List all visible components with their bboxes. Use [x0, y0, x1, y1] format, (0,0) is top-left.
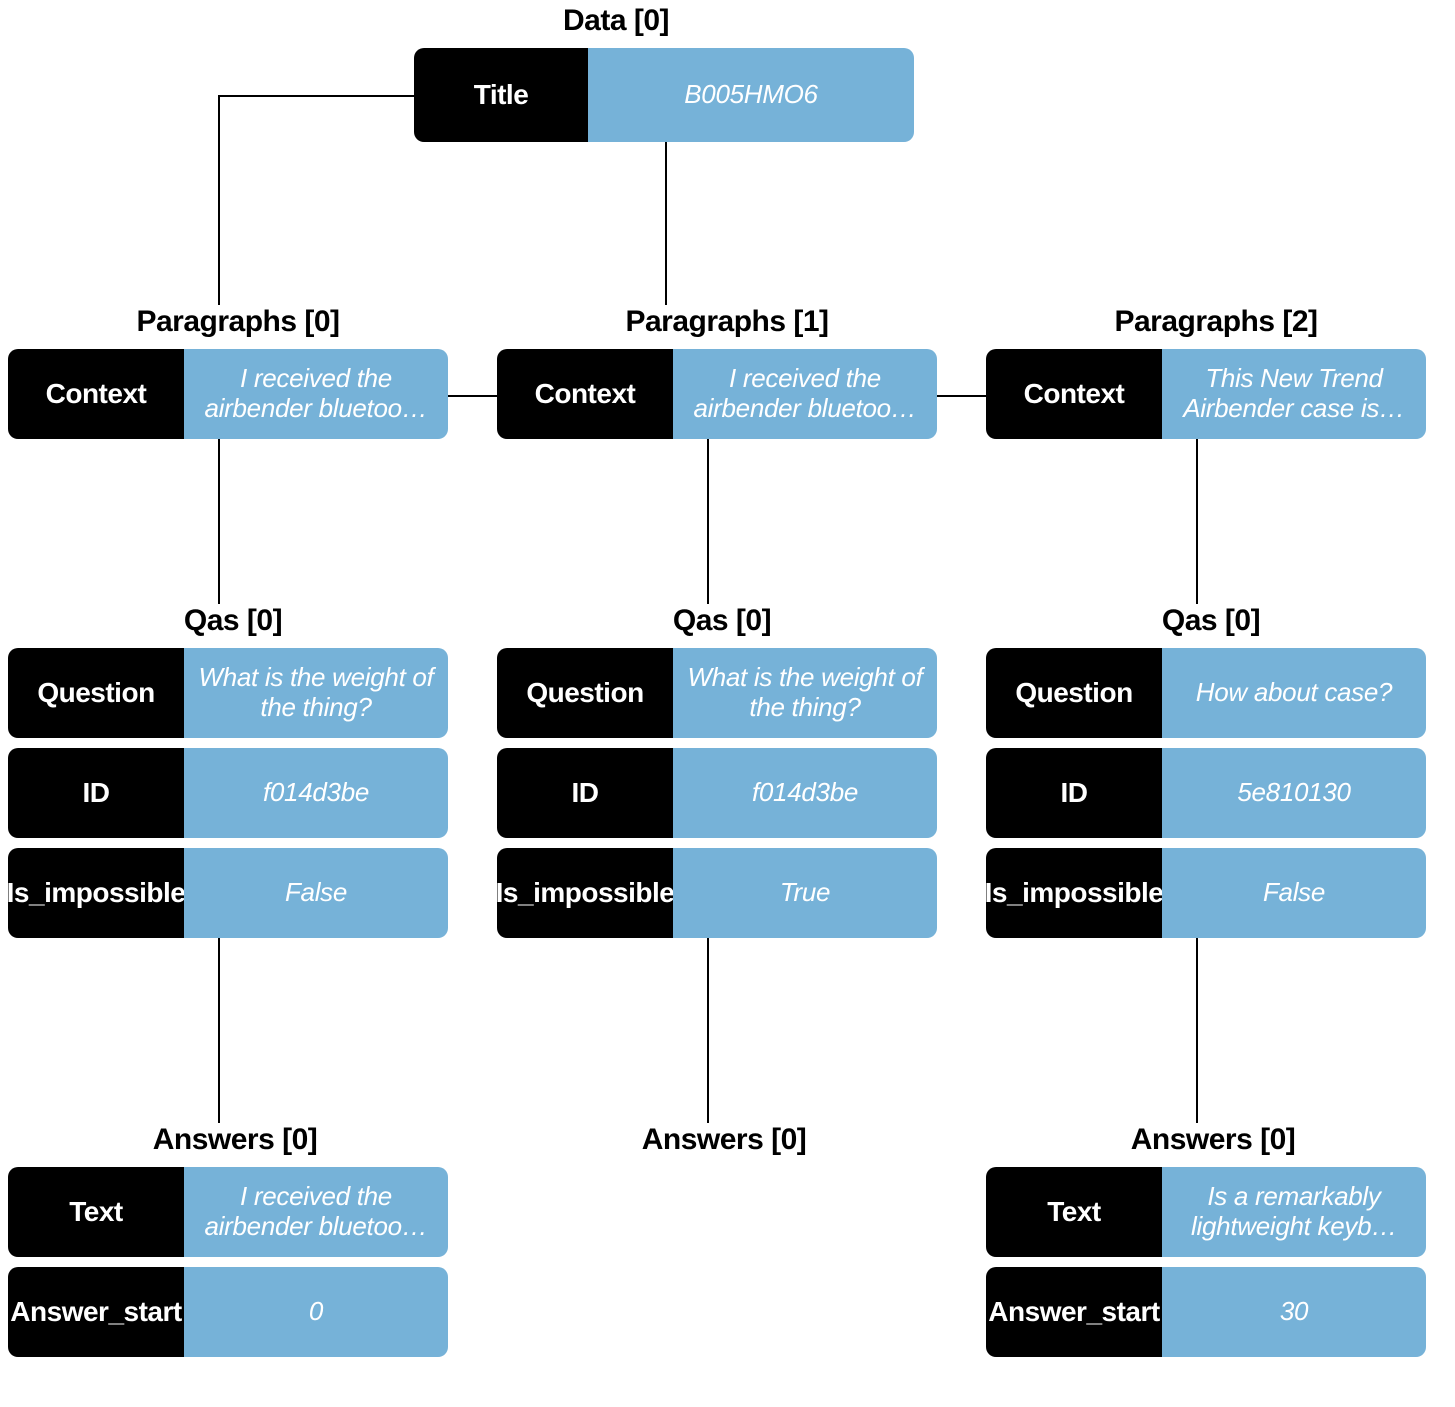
- p0-q-question: Question What is the weight of the thing…: [8, 648, 448, 738]
- p2-context-key: Context: [986, 349, 1162, 439]
- p0-q-id-key: ID: [8, 748, 184, 838]
- conn-root-down: [218, 95, 220, 305]
- p2-context-box: Context This New Trend Airbender case is…: [986, 349, 1426, 439]
- p0-q-question-key: Question: [8, 648, 184, 738]
- p0-ans-text: Text I received the airbender bluetoo…: [8, 1167, 448, 1257]
- p0-ans-text-key: Text: [8, 1167, 184, 1257]
- p0-context-val: I received the airbender bluetoo…: [184, 349, 448, 439]
- p2-ans-text: Text Is a remarkably lightweight keyb…: [986, 1167, 1426, 1257]
- p0-ans-start: Answer_start 0: [8, 1267, 448, 1357]
- p1-q-question-key: Question: [497, 648, 673, 738]
- p1-context-key: Context: [497, 349, 673, 439]
- p2-ans-text-val: Is a remarkably lightweight keyb…: [1162, 1167, 1426, 1257]
- root-val: B005HMO6: [588, 48, 914, 142]
- p0-context-key: Context: [8, 349, 184, 439]
- p0-q-imp-key: Is_impossible: [8, 848, 184, 938]
- p1-q-question: Question What is the weight of the thing…: [497, 648, 937, 738]
- p0-ans-header: Answers [0]: [145, 1123, 325, 1157]
- conn-p2-qas: [1196, 439, 1198, 604]
- p2-q-imp-key: Is_impossible: [986, 848, 1162, 938]
- conn-p2-ans: [1196, 938, 1198, 1123]
- p2-q-id-val: 5e810130: [1162, 748, 1426, 838]
- p2-q-imp: Is_impossible False: [986, 848, 1426, 938]
- p1-qas-header: Qas [0]: [652, 604, 792, 638]
- p2-q-id: ID 5e810130: [986, 748, 1426, 838]
- p1-q-question-val: What is the weight of the thing?: [673, 648, 937, 738]
- p1-q-imp: Is_impossible True: [497, 848, 937, 938]
- p0-q-imp: Is_impossible False: [8, 848, 448, 938]
- p2-ans-header: Answers [0]: [1123, 1123, 1303, 1157]
- p1-context-val: I received the airbender bluetoo…: [673, 349, 937, 439]
- p0-ans-start-key: Answer_start: [8, 1267, 184, 1357]
- p2-q-id-key: ID: [986, 748, 1162, 838]
- conn-root-to-p1: [665, 142, 667, 305]
- p2-q-question-key: Question: [986, 648, 1162, 738]
- p1-ans-header: Answers [0]: [634, 1123, 814, 1157]
- p0-ans-text-val: I received the airbender bluetoo…: [184, 1167, 448, 1257]
- p2-q-question: Question How about case?: [986, 648, 1426, 738]
- root-box: Title B005HMO6: [414, 48, 914, 142]
- p0-q-question-val: What is the weight of the thing?: [184, 648, 448, 738]
- p2-q-question-val: How about case?: [1162, 648, 1426, 738]
- conn-p1-qas: [707, 439, 709, 604]
- root-key: Title: [414, 48, 588, 142]
- p1-q-id-key: ID: [497, 748, 673, 838]
- conn-root-h: [218, 95, 414, 97]
- p1-context-box: Context I received the airbender bluetoo…: [497, 349, 937, 439]
- p0-context-box: Context I received the airbender bluetoo…: [8, 349, 448, 439]
- root-header: Data [0]: [536, 4, 696, 38]
- conn-p0-qas: [218, 439, 220, 604]
- p0-ans-start-val: 0: [184, 1267, 448, 1357]
- p1-q-id-val: f014d3be: [673, 748, 937, 838]
- p1-q-id: ID f014d3be: [497, 748, 937, 838]
- p0-q-imp-val: False: [184, 848, 448, 938]
- p1-q-imp-key: Is_impossible: [497, 848, 673, 938]
- p0-q-id-val: f014d3be: [184, 748, 448, 838]
- p2-qas-header: Qas [0]: [1141, 604, 1281, 638]
- p0-qas-header: Qas [0]: [163, 604, 303, 638]
- p0-header: Paragraphs [0]: [128, 305, 348, 339]
- p2-ans-start: Answer_start 30: [986, 1267, 1426, 1357]
- conn-p0-ans: [218, 938, 220, 1123]
- p2-ans-start-val: 30: [1162, 1267, 1426, 1357]
- p1-q-imp-val: True: [673, 848, 937, 938]
- p2-header: Paragraphs [2]: [1106, 305, 1326, 339]
- p2-q-imp-val: False: [1162, 848, 1426, 938]
- p0-q-id: ID f014d3be: [8, 748, 448, 838]
- p2-ans-start-key: Answer_start: [986, 1267, 1162, 1357]
- p2-ans-text-key: Text: [986, 1167, 1162, 1257]
- p1-header: Paragraphs [1]: [617, 305, 837, 339]
- p2-context-val: This New Trend Airbender case is…: [1162, 349, 1426, 439]
- conn-p1-ans: [707, 938, 709, 1123]
